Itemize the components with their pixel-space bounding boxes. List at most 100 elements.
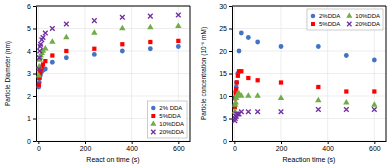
point (49, 38, 55, 44)
point (279, 80, 283, 84)
tick: 30 (219, 3, 232, 10)
legend-marker (311, 22, 315, 26)
tick-mark (229, 141, 232, 142)
tick-label: 0 (27, 138, 31, 145)
legend-marker (311, 14, 316, 19)
point (50, 26, 55, 31)
legend-item: 2%DDA (311, 13, 341, 19)
tick-label: 30 (219, 3, 227, 10)
point (64, 22, 69, 27)
point (279, 109, 284, 114)
tick-label: 400 (322, 145, 334, 152)
tick-label: 5 (27, 25, 31, 32)
tick-label: 600 (173, 145, 185, 152)
grid-line (232, 73, 386, 74)
point (176, 39, 180, 43)
point (36, 67, 41, 72)
chart-container: 02004006000123456React on time (s)Partic… (0, 0, 392, 165)
point (92, 47, 96, 51)
point (63, 34, 69, 40)
tick: 4 (27, 48, 36, 55)
y-axis: 0123456 (27, 3, 36, 145)
tick: 0 (27, 138, 36, 145)
grid-line (36, 28, 190, 29)
point (255, 109, 260, 114)
point (175, 23, 181, 29)
point (239, 31, 244, 36)
tick-mark (229, 51, 232, 52)
legend-item: 20%DDA (151, 129, 184, 135)
tick-label: 400 (126, 145, 138, 152)
legend-label: 10%DDA (355, 13, 380, 19)
tick-mark (229, 96, 232, 97)
point (235, 80, 239, 84)
panel: 0200400600051015202530Reaction time (s)P… (200, 3, 387, 164)
series (232, 31, 376, 108)
tick: 400 (126, 141, 138, 152)
point (372, 89, 376, 93)
point (245, 92, 251, 98)
point (279, 44, 284, 49)
point (372, 58, 377, 63)
tick-mark (33, 51, 36, 52)
tick-label: 10 (219, 93, 227, 100)
tick: 10 (219, 93, 232, 100)
axis-line (233, 141, 387, 142)
legend-label: 20%DDA (355, 21, 380, 27)
series (232, 107, 376, 123)
tick: 15 (219, 70, 232, 77)
tick-mark (281, 141, 282, 144)
point (236, 74, 240, 78)
point (316, 85, 320, 89)
point (246, 35, 251, 40)
point (343, 99, 349, 105)
grid-line (232, 141, 386, 142)
point (147, 24, 153, 30)
x-axis-title: React on time (s) (86, 156, 139, 164)
point (176, 44, 181, 49)
point (278, 95, 284, 101)
tick: 1 (27, 115, 36, 122)
legend-marker (346, 12, 352, 17)
point (120, 15, 125, 20)
legend-item: 2% DDA (151, 105, 182, 111)
grid-line (232, 118, 386, 119)
point (36, 72, 42, 78)
tick: 200 (80, 141, 92, 152)
legend: 2% DDA5%DDA10%DDA20%DDA (147, 101, 187, 138)
point (246, 109, 251, 114)
legend: 2%DDA 5%DDA 10%DDA 20%DDA (307, 9, 383, 30)
point (64, 55, 69, 60)
tick-mark (178, 141, 179, 144)
point (50, 53, 54, 57)
legend-label: 20%DDA (159, 129, 184, 135)
tick-mark (229, 74, 232, 75)
point (344, 89, 348, 93)
tick: 200 (276, 141, 288, 152)
tick-label: 600 (369, 145, 381, 152)
point (254, 92, 260, 98)
tick-label: 0 (233, 145, 237, 152)
point (372, 107, 377, 112)
legend-marker (151, 114, 155, 118)
tick-mark (33, 6, 36, 7)
tick: 600 (369, 141, 381, 152)
point (239, 69, 243, 73)
series (233, 69, 377, 109)
legend-item: 5%DDA (311, 21, 340, 27)
figure: 02004006000123456React on time (s)Partic… (0, 0, 392, 165)
y-axis-title: Particle Diameter (nm) (4, 41, 12, 106)
series (36, 13, 180, 72)
point (256, 78, 260, 82)
tick: 600 (173, 141, 185, 152)
point (148, 40, 152, 44)
point (237, 49, 242, 54)
plot-frame (232, 6, 386, 141)
tick-mark (33, 96, 36, 97)
legend-box (307, 9, 383, 30)
tick-label: 1 (27, 115, 31, 122)
legend-item: 5%DDA (151, 113, 180, 119)
point (120, 42, 124, 46)
x-axis-title: Reaction time (s) (283, 156, 336, 164)
axis-line (37, 141, 191, 142)
